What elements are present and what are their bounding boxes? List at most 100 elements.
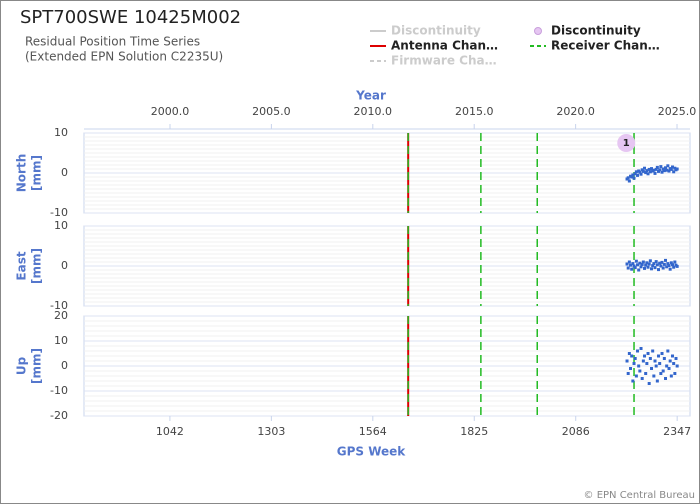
x-tick-label: 1303: [257, 425, 285, 438]
data-point: [661, 167, 665, 171]
x-axis-label: GPS Week: [337, 445, 407, 459]
data-point: [667, 367, 671, 370]
y-axis-label: [mm]: [30, 155, 44, 191]
data-point: [650, 367, 654, 370]
data-point: [657, 268, 661, 272]
data-point: [664, 377, 668, 380]
data-point: [641, 169, 645, 173]
legend-label: Discontinuity: [391, 24, 481, 38]
y-tick-label: -10: [50, 299, 68, 312]
data-point: [675, 167, 679, 171]
data-point: [662, 262, 666, 266]
data-point: [640, 262, 644, 266]
y-tick-label: -10: [50, 384, 68, 397]
data-point: [644, 171, 648, 175]
x-tick-label: 1564: [359, 425, 387, 438]
data-point: [632, 362, 636, 365]
x2-tick-label: 2015.0: [455, 105, 494, 118]
data-point: [659, 165, 663, 169]
data-point: [626, 372, 630, 375]
y-axis-label: East: [15, 251, 29, 280]
x-tick-label: 1042: [156, 425, 184, 438]
y-tick-label: 20: [54, 309, 68, 322]
data-point: [673, 260, 677, 264]
data-point: [655, 263, 659, 267]
data-point: [672, 170, 676, 174]
x2-axis-label: Year: [355, 89, 386, 103]
data-point: [675, 364, 679, 368]
data-point: [629, 367, 633, 370]
data-point: [661, 369, 665, 373]
data-point: [636, 349, 640, 353]
legend-label: Antenna Chan…: [391, 39, 498, 53]
data-point: [668, 359, 672, 363]
data-point: [634, 170, 638, 174]
data-point: [667, 169, 671, 173]
footer: © EPN Central Bureau: [584, 490, 695, 501]
data-point: [637, 364, 641, 368]
data-point: [629, 263, 633, 267]
chart-title: SPT700SWE 10425M002: [20, 7, 241, 28]
data-point: [647, 382, 651, 385]
data-point: [655, 379, 659, 383]
data-point: [653, 266, 657, 270]
x2-tick-label: 2005.0: [252, 105, 291, 118]
data-point: [636, 173, 640, 177]
y-tick-label: 0: [61, 166, 68, 179]
data-point: [675, 264, 679, 268]
data-point: [643, 354, 647, 358]
data-point: [666, 164, 670, 168]
data-point: [658, 168, 662, 172]
data-point: [627, 352, 631, 355]
data-point: [647, 167, 651, 171]
data-point: [659, 372, 663, 375]
data-point: [634, 374, 638, 378]
data-point: [634, 259, 638, 263]
data-point: [626, 266, 630, 270]
data-point: [638, 369, 642, 373]
data-point: [653, 359, 657, 363]
data-point: [643, 266, 647, 270]
data-point: [636, 263, 640, 267]
y-tick-label: -10: [50, 206, 68, 219]
data-point: [640, 168, 644, 172]
x2-tick-label: 2000.0: [151, 105, 190, 118]
x-tick-label: 1825: [460, 425, 488, 438]
data-point: [639, 172, 643, 176]
data-point: [630, 267, 634, 271]
data-point: [647, 262, 651, 266]
discontinuity-label: 1: [623, 138, 630, 149]
data-point: [654, 364, 658, 368]
data-point: [657, 169, 661, 173]
data-point: [652, 262, 656, 266]
data-point: [632, 264, 636, 268]
data-point: [665, 364, 669, 368]
data-point: [646, 265, 650, 269]
data-point: [652, 374, 656, 378]
data-point: [654, 260, 658, 264]
data-point: [648, 259, 652, 263]
data-point: [669, 374, 673, 378]
data-point: [639, 265, 643, 269]
x2-tick-label: 2010.0: [354, 105, 393, 118]
data-point: [671, 354, 675, 358]
data-point: [666, 349, 670, 353]
data-point: [668, 267, 672, 271]
data-point: [644, 263, 648, 267]
data-point: [669, 167, 673, 171]
legend-label: Discontinuity: [551, 24, 641, 38]
data-point: [627, 260, 631, 264]
data-point: [661, 266, 665, 270]
y-tick-label: 0: [61, 359, 68, 372]
data-point: [673, 166, 677, 170]
data-point: [660, 170, 664, 174]
data-point: [648, 357, 652, 360]
data-point: [646, 352, 650, 355]
data-point: [673, 372, 677, 375]
data-point: [652, 168, 656, 172]
data-point: [664, 166, 668, 170]
legend-label: Firmware Cha…: [391, 54, 497, 68]
data-point: [669, 261, 673, 265]
